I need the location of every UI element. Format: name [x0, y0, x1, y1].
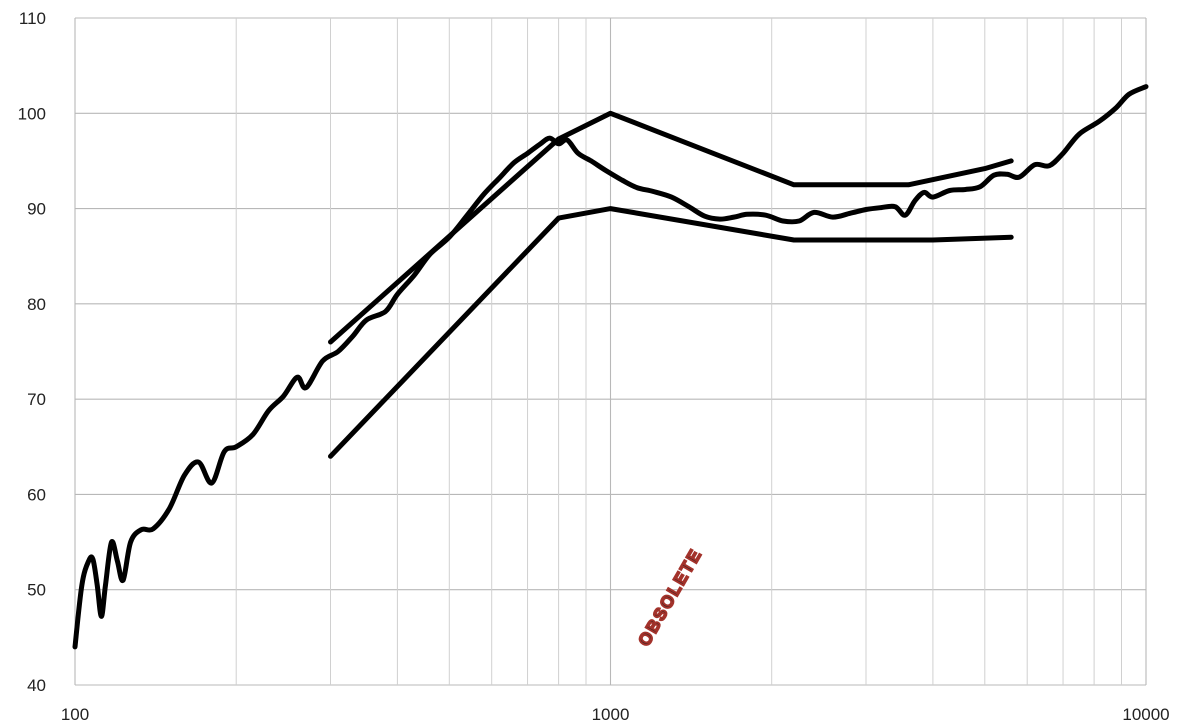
y-tick-label: 50 — [27, 581, 46, 600]
x-tick-label: 10000 — [1122, 705, 1169, 724]
response-curve-line — [72, 84, 1149, 650]
y-tick-label: 70 — [27, 390, 46, 409]
lower-limit-line — [328, 206, 1014, 459]
x-tick-label: 100 — [61, 705, 89, 724]
watermark-text: OBSOLETE — [635, 545, 706, 649]
y-tick-label: 100 — [18, 104, 46, 123]
upper-limit-line — [328, 110, 1014, 345]
y-tick-label: 40 — [27, 676, 46, 695]
y-tick-label: 60 — [27, 485, 46, 504]
y-tick-label: 80 — [27, 295, 46, 314]
obsolete-watermark: OBSOLETE — [634, 544, 707, 650]
grid — [74, 17, 1147, 686]
series-layer — [72, 84, 1149, 650]
x-tick-label: 1000 — [592, 705, 630, 724]
y-tick-label: 90 — [27, 200, 46, 219]
y-axis-ticks: 40 50 60 70 80 90 100 110 — [18, 9, 46, 695]
y-tick-label: 110 — [19, 9, 46, 28]
x-axis-ticks: 100 1000 10000 — [61, 705, 1170, 724]
